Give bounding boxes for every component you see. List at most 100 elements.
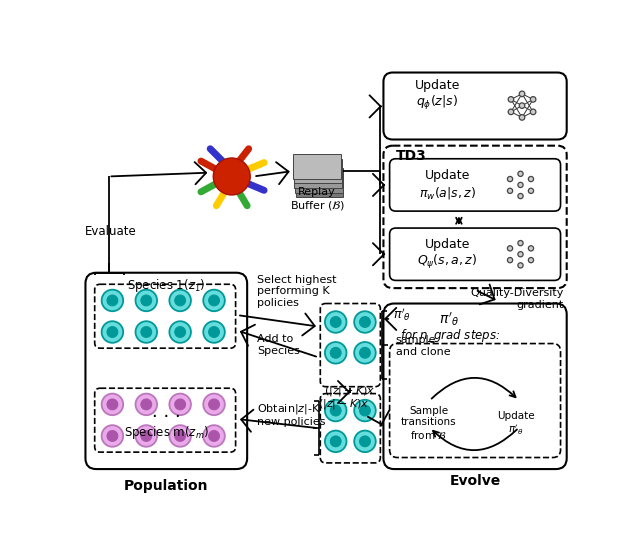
Text: sample
and clone: sample and clone bbox=[396, 335, 451, 357]
FancyBboxPatch shape bbox=[383, 145, 566, 288]
Circle shape bbox=[508, 258, 513, 263]
Circle shape bbox=[204, 321, 225, 343]
Circle shape bbox=[204, 394, 225, 415]
Text: · · ·: · · · bbox=[152, 409, 180, 426]
Circle shape bbox=[330, 317, 341, 327]
Circle shape bbox=[209, 431, 220, 441]
Circle shape bbox=[508, 176, 513, 182]
FancyBboxPatch shape bbox=[320, 394, 380, 463]
Text: Update
$Q_\psi(s,a,z)$: Update $Q_\psi(s,a,z)$ bbox=[417, 238, 477, 271]
Circle shape bbox=[170, 394, 191, 415]
Circle shape bbox=[107, 431, 118, 441]
Text: Evaluate: Evaluate bbox=[84, 226, 136, 238]
Circle shape bbox=[170, 321, 191, 343]
FancyBboxPatch shape bbox=[320, 304, 380, 387]
Circle shape bbox=[529, 188, 534, 194]
Text: $(|z|-K)x$: $(|z|-K)x$ bbox=[318, 397, 370, 411]
Circle shape bbox=[354, 431, 376, 452]
Circle shape bbox=[102, 394, 123, 415]
Circle shape bbox=[141, 431, 152, 441]
Circle shape bbox=[175, 431, 186, 441]
Circle shape bbox=[209, 327, 220, 337]
Circle shape bbox=[360, 405, 371, 416]
Circle shape bbox=[325, 311, 346, 333]
Circle shape bbox=[518, 182, 523, 187]
Circle shape bbox=[330, 436, 341, 447]
Circle shape bbox=[102, 321, 123, 343]
Circle shape bbox=[518, 241, 523, 246]
Bar bbox=[294, 159, 342, 184]
Text: Quality-Diversity
gradient: Quality-Diversity gradient bbox=[470, 288, 564, 310]
Circle shape bbox=[508, 246, 513, 251]
FancyBboxPatch shape bbox=[383, 304, 566, 469]
FancyBboxPatch shape bbox=[390, 159, 561, 211]
Circle shape bbox=[529, 258, 534, 263]
Circle shape bbox=[529, 176, 534, 182]
Circle shape bbox=[360, 317, 371, 327]
Circle shape bbox=[141, 327, 152, 337]
Text: $(|z|-K)x$: $(|z|-K)x$ bbox=[324, 384, 376, 398]
Circle shape bbox=[360, 347, 371, 358]
Circle shape bbox=[141, 399, 152, 410]
Circle shape bbox=[518, 194, 523, 199]
Circle shape bbox=[325, 431, 346, 452]
Circle shape bbox=[531, 97, 536, 102]
Circle shape bbox=[519, 114, 525, 120]
Circle shape bbox=[508, 109, 514, 114]
Text: Sample
transitions
from $\mathcal{B}$: Sample transitions from $\mathcal{B}$ bbox=[401, 406, 457, 441]
Text: Update
$q_\phi(z|s)$: Update $q_\phi(z|s)$ bbox=[415, 79, 460, 112]
Circle shape bbox=[325, 342, 346, 363]
Text: Update
$\pi'_{\theta}$: Update $\pi'_{\theta}$ bbox=[497, 410, 534, 437]
Circle shape bbox=[531, 109, 536, 114]
Text: Obtain$|z|$-K
new policies: Obtain$|z|$-K new policies bbox=[257, 401, 326, 427]
Circle shape bbox=[204, 425, 225, 447]
Circle shape bbox=[141, 295, 152, 306]
Circle shape bbox=[170, 425, 191, 447]
Circle shape bbox=[518, 171, 523, 176]
Circle shape bbox=[209, 295, 220, 306]
Circle shape bbox=[136, 425, 157, 447]
Circle shape bbox=[354, 311, 376, 333]
Circle shape bbox=[204, 290, 225, 311]
Text: for $n\_grad$ steps:: for $n\_grad$ steps: bbox=[401, 327, 501, 345]
Text: Species 1$(z_1)$: Species 1$(z_1)$ bbox=[127, 276, 205, 294]
Circle shape bbox=[508, 97, 514, 102]
Circle shape bbox=[529, 246, 534, 251]
Circle shape bbox=[354, 342, 376, 363]
Circle shape bbox=[508, 188, 513, 194]
Circle shape bbox=[518, 263, 523, 268]
Circle shape bbox=[136, 394, 157, 415]
Text: Update
$\pi_w(a|s,z)$: Update $\pi_w(a|s,z)$ bbox=[419, 169, 476, 201]
Bar bbox=[294, 163, 342, 188]
Bar bbox=[295, 168, 343, 192]
Circle shape bbox=[519, 103, 525, 108]
Circle shape bbox=[518, 252, 523, 257]
Text: $\pi'_{\theta}$: $\pi'_{\theta}$ bbox=[439, 310, 459, 328]
Circle shape bbox=[102, 290, 123, 311]
Circle shape bbox=[209, 399, 220, 410]
Circle shape bbox=[325, 400, 346, 421]
FancyBboxPatch shape bbox=[390, 343, 561, 457]
Bar bbox=[293, 154, 341, 179]
Circle shape bbox=[330, 347, 341, 358]
Circle shape bbox=[519, 91, 525, 97]
FancyBboxPatch shape bbox=[383, 72, 566, 139]
Text: Population: Population bbox=[124, 479, 209, 493]
Circle shape bbox=[354, 400, 376, 421]
Circle shape bbox=[107, 327, 118, 337]
Text: $\pi'_{\theta}$: $\pi'_{\theta}$ bbox=[393, 306, 411, 322]
FancyBboxPatch shape bbox=[86, 273, 247, 469]
Text: Species m$(z_m)$: Species m$(z_m)$ bbox=[124, 424, 209, 441]
FancyBboxPatch shape bbox=[390, 228, 561, 280]
Circle shape bbox=[175, 399, 186, 410]
Circle shape bbox=[136, 321, 157, 343]
FancyBboxPatch shape bbox=[95, 388, 236, 452]
Circle shape bbox=[360, 436, 371, 447]
Circle shape bbox=[102, 425, 123, 447]
Text: TD3: TD3 bbox=[396, 149, 426, 163]
Text: Select highest
performing K
policies: Select highest performing K policies bbox=[257, 275, 337, 308]
Text: Evolve: Evolve bbox=[449, 473, 500, 488]
Circle shape bbox=[107, 295, 118, 306]
FancyBboxPatch shape bbox=[95, 284, 236, 348]
Circle shape bbox=[170, 290, 191, 311]
